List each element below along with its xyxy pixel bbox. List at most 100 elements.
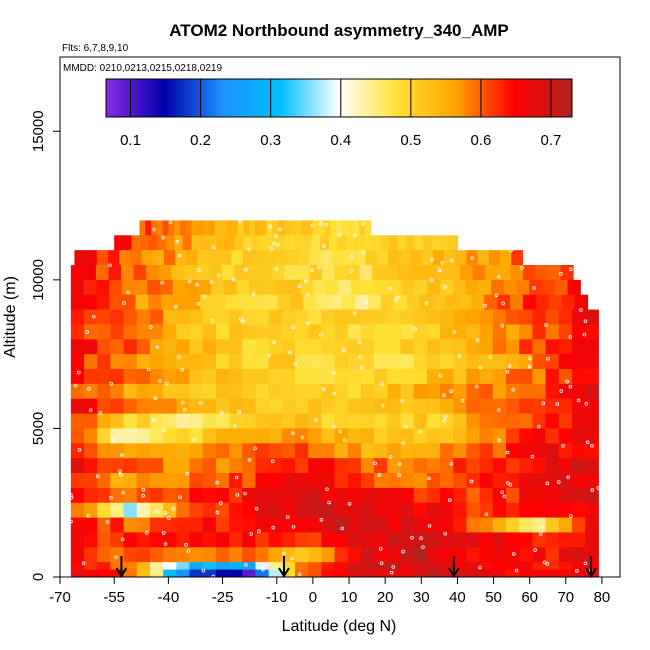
data-point [331,370,336,375]
heatmap-cell [97,517,111,533]
heatmap-cell [242,487,257,504]
heatmap-cell [149,309,164,325]
data-point [358,355,363,359]
heatmap-cell [84,458,98,474]
heatmap-cell [347,458,362,474]
x-axis: -70 -55 -40 -25 -10 0 10 20 30 40 50 60 70 80 [49,577,610,606]
heatmap-cell [84,487,98,504]
heatmap-cell [189,547,204,563]
heatmap-cell [548,294,563,310]
heatmap-cell [522,294,537,310]
heatmap-cell [466,532,481,548]
heatmap-cell [176,339,191,355]
heatmap-cell [281,569,296,578]
heatmap-cell [255,487,270,504]
heatmap-cell [281,487,296,504]
data-point [559,389,564,393]
heatmap-cell [135,294,149,310]
heatmap-cell [360,487,375,504]
data-point [391,565,396,569]
data-point [272,241,277,246]
data-point [583,561,588,566]
heatmap-cell [187,294,201,310]
heatmap-cell [70,443,85,459]
heatmap-cell [163,473,177,489]
data-point [98,411,103,415]
heatmap-cell [453,458,468,474]
heatmap-cell [347,339,362,355]
data-point [509,248,513,253]
heatmap-cell [96,279,110,296]
heatmap-cell [316,294,330,310]
heatmap-cell [347,569,362,578]
heatmap-cell [585,369,599,385]
heatmap-cell [70,279,85,296]
data-point [397,473,401,478]
data-point [496,408,501,412]
heatmap-cell [334,339,349,355]
heatmap-cell [321,383,336,400]
heatmap-cell [440,369,454,385]
heatmap-cell [500,250,512,266]
heatmap-cell [321,443,336,459]
data-point [561,443,565,448]
heatmap-cell [255,339,270,355]
y-axis: 0 5000 10000 15000 [30,110,60,581]
heatmap-cell [229,339,243,355]
heatmap-cell [97,369,111,385]
data-point [219,501,223,505]
heatmap-cell [558,428,573,444]
heatmap-cell [268,383,283,400]
heatmap-cell [202,458,217,474]
x-axis-label: Latitude (deg N) [282,618,397,635]
profile-arrow [447,556,460,578]
heatmap-cell [110,428,125,444]
heatmap-cell [296,265,310,281]
data-point [325,487,329,491]
heatmap-cell [413,547,428,563]
heatmap-cell [440,502,454,518]
heatmap-cell [522,265,536,281]
heatmap-cell [479,324,494,340]
heatmap-cell [176,473,191,489]
heatmap-cell [334,532,349,548]
heatmap-cell [334,502,349,518]
data-point [297,572,302,576]
heatmap-cell [321,324,336,340]
heatmap-cell [387,502,402,518]
heatmap-cell [571,428,586,444]
heatmap-cell [202,354,217,370]
x-tick-label: -10 [266,589,288,606]
heatmap-cell [545,354,560,370]
heatmap-cell [202,383,217,400]
heatmap-cell [242,532,257,548]
heatmap-cell [492,443,507,459]
heatmap-cell [165,235,175,251]
heatmap-cell [242,369,257,385]
heatmap-cell [347,309,362,325]
heatmap-cell [149,517,164,533]
heatmap-cell [426,569,441,578]
data-point [389,570,394,575]
heatmap-cell [249,279,263,296]
heatmap-cell [347,443,362,459]
data-point [440,261,444,265]
heatmap-cell [84,413,98,429]
data-point [457,354,462,359]
heatmap-cell [308,339,322,355]
heatmap-cell [217,235,227,251]
heatmap-cell [360,473,375,489]
data-point [119,453,124,457]
heatmap-cell [571,487,586,504]
heatmap-cell [413,324,428,340]
heatmap-cell [466,458,481,474]
heatmap-cell [547,265,562,281]
heatmap-cell [347,265,361,281]
heatmap-cell [393,294,408,310]
heatmap-cell [182,235,193,251]
heatmap-cell [492,517,507,533]
data-point [95,474,100,479]
heatmap-cell [295,220,302,236]
heatmap-cell [400,369,415,385]
heatmap-cell [585,458,599,474]
